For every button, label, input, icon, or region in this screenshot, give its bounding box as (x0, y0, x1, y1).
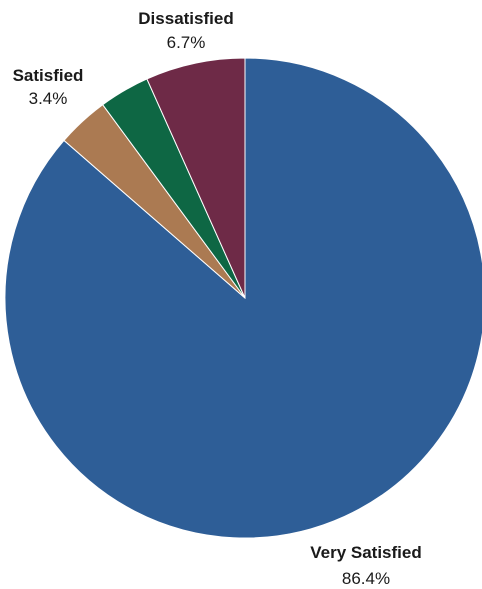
label-very-satisfied-name: Very Satisfied (310, 543, 422, 562)
label-dissatisfied-name: Dissatisfied (138, 9, 233, 28)
label-very-satisfied-value: 86.4% (342, 569, 390, 588)
label-satisfied-value: 3.4% (29, 89, 68, 108)
pie-slices (5, 58, 482, 538)
label-satisfied-name: Satisfied (13, 66, 84, 85)
label-dissatisfied-value: 6.7% (167, 33, 206, 52)
